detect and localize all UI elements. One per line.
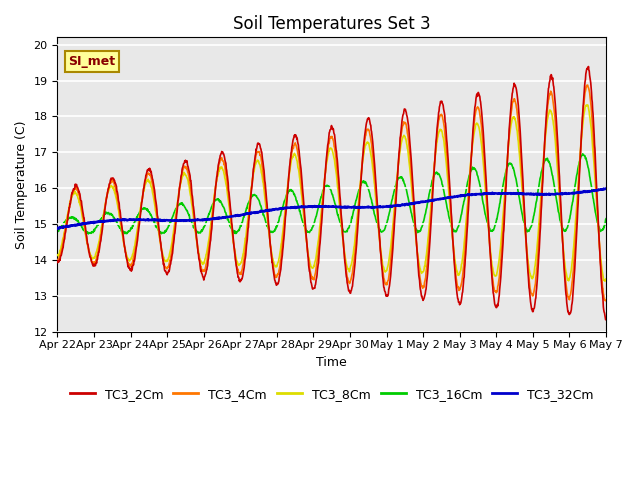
TC3_32Cm	[237, 212, 245, 218]
TC3_2Cm	[54, 258, 61, 264]
TC3_8Cm	[537, 195, 545, 201]
TC3_16Cm	[54, 228, 61, 234]
TC3_16Cm	[417, 226, 425, 231]
TC3_8Cm	[584, 102, 591, 108]
Text: SI_met: SI_met	[68, 55, 115, 68]
TC3_2Cm	[488, 281, 496, 287]
TC3_8Cm	[417, 268, 424, 274]
TC3_4Cm	[54, 259, 61, 265]
TC3_2Cm	[175, 186, 183, 192]
TC3_32Cm	[538, 191, 545, 197]
TC3_32Cm	[54, 226, 62, 231]
TC3_16Cm	[237, 223, 245, 229]
TC3_32Cm	[489, 191, 497, 196]
TC3_4Cm	[162, 265, 170, 271]
Line: TC3_16Cm: TC3_16Cm	[58, 154, 606, 234]
TC3_32Cm	[176, 218, 184, 224]
TC3_16Cm	[489, 228, 497, 233]
TC3_32Cm	[163, 217, 170, 223]
Title: Soil Temperatures Set 3: Soil Temperatures Set 3	[233, 15, 431, 33]
TC3_4Cm	[602, 298, 610, 304]
TC3_4Cm	[537, 205, 545, 211]
TC3_8Cm	[175, 188, 183, 193]
TC3_2Cm	[162, 270, 170, 276]
TC3_8Cm	[237, 260, 244, 266]
TC3_4Cm	[417, 280, 424, 286]
TC3_32Cm	[417, 199, 425, 204]
TC3_16Cm	[84, 231, 92, 237]
TC3_4Cm	[237, 269, 244, 275]
Y-axis label: Soil Temperature (C): Soil Temperature (C)	[15, 120, 28, 249]
Line: TC3_4Cm: TC3_4Cm	[58, 85, 606, 301]
TC3_2Cm	[237, 277, 244, 283]
TC3_2Cm	[584, 64, 592, 70]
X-axis label: Time: Time	[316, 356, 347, 369]
TC3_2Cm	[602, 317, 609, 323]
TC3_16Cm	[176, 202, 184, 207]
TC3_4Cm	[175, 185, 183, 191]
TC3_16Cm	[163, 228, 170, 233]
TC3_2Cm	[537, 216, 545, 222]
TC3_8Cm	[488, 264, 496, 270]
TC3_32Cm	[602, 186, 610, 192]
Line: TC3_32Cm: TC3_32Cm	[58, 189, 606, 228]
TC3_8Cm	[602, 276, 610, 282]
TC3_4Cm	[488, 275, 496, 280]
TC3_2Cm	[602, 317, 610, 323]
TC3_8Cm	[162, 259, 170, 264]
TC3_2Cm	[417, 288, 424, 293]
Legend: TC3_2Cm, TC3_4Cm, TC3_8Cm, TC3_16Cm, TC3_32Cm: TC3_2Cm, TC3_4Cm, TC3_8Cm, TC3_16Cm, TC3…	[65, 383, 598, 406]
TC3_8Cm	[601, 278, 609, 284]
TC3_4Cm	[584, 82, 591, 88]
TC3_32Cm	[54, 225, 61, 231]
Line: TC3_2Cm: TC3_2Cm	[58, 67, 606, 320]
TC3_16Cm	[579, 151, 587, 156]
Line: TC3_8Cm: TC3_8Cm	[58, 105, 606, 281]
TC3_8Cm	[54, 252, 61, 258]
TC3_16Cm	[538, 169, 545, 175]
TC3_16Cm	[602, 216, 610, 222]
